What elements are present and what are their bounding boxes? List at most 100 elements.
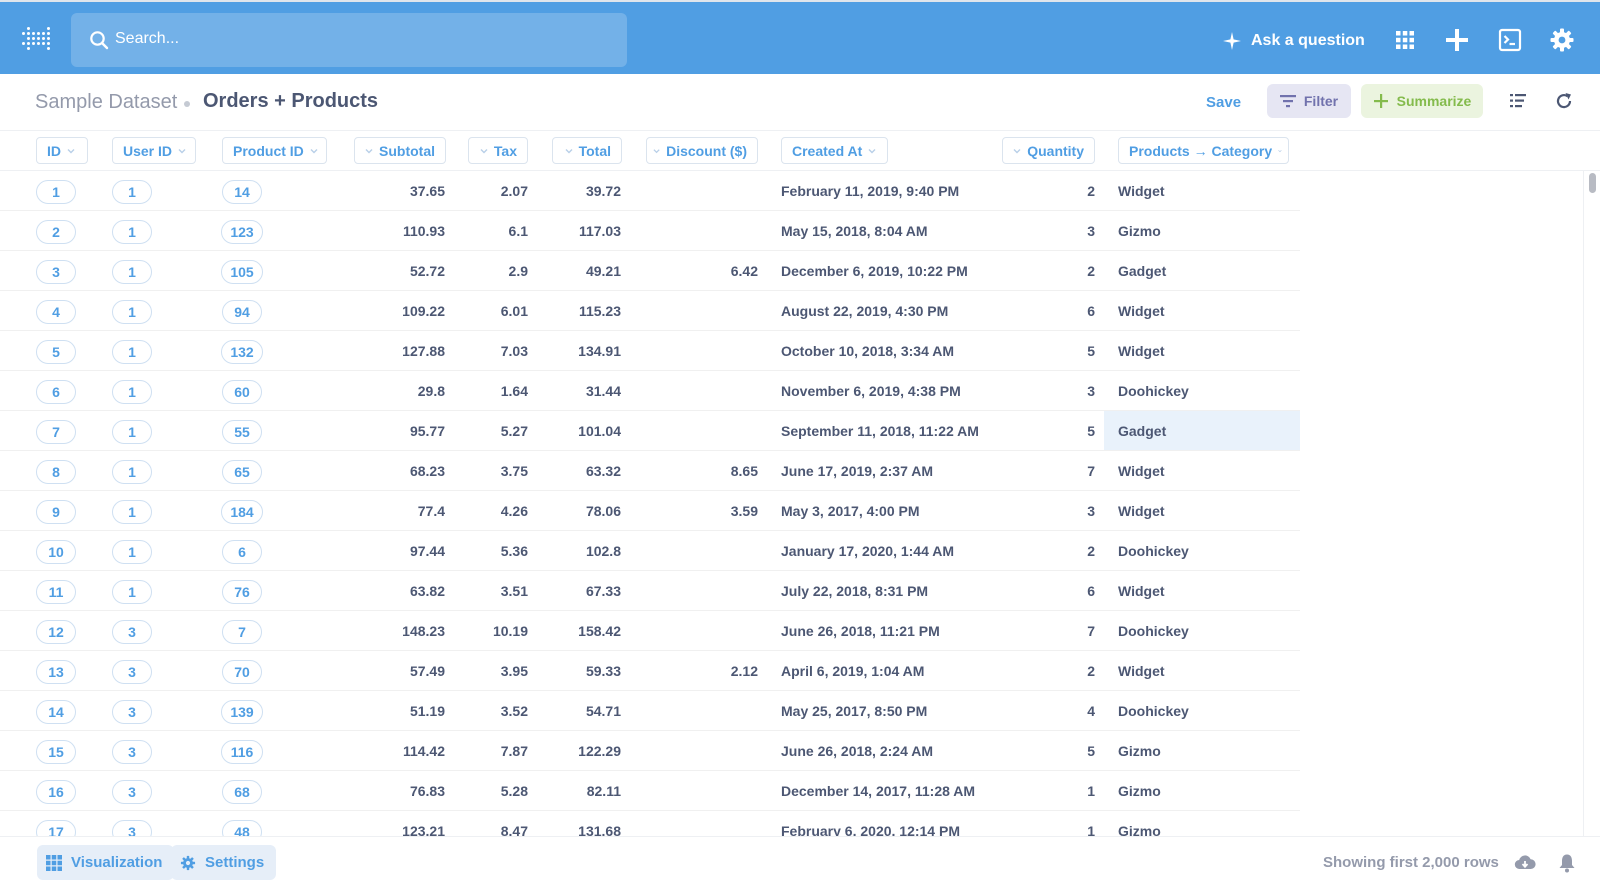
column-header-id[interactable]: ID [36, 137, 88, 164]
save-button[interactable]: Save [1206, 94, 1242, 111]
cell-product-id-link[interactable]: 68 [222, 780, 262, 804]
cell-product-id-link[interactable]: 184 [221, 500, 263, 524]
cell-product-id-link[interactable]: 65 [222, 460, 262, 484]
cell-user-id-link[interactable]: 1 [112, 260, 152, 284]
metabase-logo-icon[interactable] [22, 27, 50, 55]
cell-product-id-link[interactable]: 132 [221, 340, 263, 364]
column-header-user-id[interactable]: User ID [112, 137, 196, 164]
vertical-scrollbar[interactable] [1583, 171, 1600, 836]
search-input[interactable]: Search... [71, 13, 627, 67]
cell-product-id-link[interactable]: 6 [222, 540, 262, 564]
cell-id-link[interactable]: 10 [36, 540, 76, 564]
cell-tax: 5.28 [500, 782, 528, 799]
cell-product-id-link[interactable]: 60 [222, 380, 262, 404]
cell-user-id-link[interactable]: 1 [112, 180, 152, 204]
cell-quantity: 6 [1087, 582, 1095, 599]
cell-id-link[interactable]: 9 [36, 500, 76, 524]
cell-user-id-link[interactable]: 1 [112, 220, 152, 244]
cell-tax: 7.03 [500, 342, 528, 359]
cell-products-category: Widget [1118, 182, 1165, 199]
cell-id-link[interactable]: 16 [36, 780, 76, 804]
cell-id-link[interactable]: 2 [36, 220, 76, 244]
scrollbar-thumb[interactable] [1589, 173, 1596, 193]
cell-user-id-link[interactable]: 1 [112, 460, 152, 484]
cell-id-link[interactable]: 15 [36, 740, 76, 764]
cell-subtotal: 110.93 [402, 222, 445, 239]
column-header-total[interactable]: Total [552, 137, 622, 164]
cell-product-id-link[interactable]: 14 [222, 180, 262, 204]
cell-id-link[interactable]: 13 [36, 660, 76, 684]
logo-dot [42, 37, 45, 40]
cell-user-id-link[interactable]: 1 [112, 340, 152, 364]
cell-user-id-link[interactable]: 3 [112, 820, 152, 836]
column-header-products-category[interactable]: Products → Category [1118, 137, 1289, 164]
cell-user-id-link[interactable]: 3 [112, 620, 152, 644]
list-view-icon[interactable] [1508, 91, 1528, 111]
cell-user-id-link[interactable]: 1 [112, 540, 152, 564]
cell-id-link[interactable]: 12 [36, 620, 76, 644]
cell-tax: 2.07 [500, 182, 528, 199]
visualization-button[interactable]: Visualization [37, 845, 175, 880]
cell-subtotal: 37.65 [409, 182, 445, 199]
cell-user-id-link[interactable]: 1 [112, 420, 152, 444]
cell-id-link[interactable]: 8 [36, 460, 76, 484]
cell-product-id-link[interactable]: 70 [222, 660, 262, 684]
ask-a-question-button[interactable]: Ask a question [1222, 29, 1365, 53]
table-row: 16 3 68 76.83 5.28 82.11 December 14, 2017, 11… [0, 771, 1300, 811]
refresh-icon[interactable] [1554, 91, 1574, 111]
cell-product-id-link[interactable]: 123 [221, 220, 263, 244]
settings-button[interactable]: Settings [171, 845, 277, 880]
cell-user-id-link[interactable]: 1 [112, 580, 152, 604]
cell-product-id-link[interactable]: 139 [221, 700, 263, 724]
bell-icon[interactable] [1556, 852, 1578, 874]
column-header-created-at[interactable]: Created At [781, 137, 888, 164]
cell-user-id-link[interactable]: 1 [112, 380, 152, 404]
cell-created-at: June 26, 2018, 2:24 AM [781, 742, 934, 759]
cell-subtotal: 76.83 [409, 782, 445, 799]
column-header-discount[interactable]: Discount ($) [646, 137, 758, 164]
cell-quantity: 2 [1087, 542, 1095, 559]
cell-user-id-link[interactable]: 3 [112, 700, 152, 724]
column-header-quantity[interactable]: Quantity [1002, 137, 1095, 164]
plus-icon[interactable] [1444, 27, 1470, 53]
cell-id-link[interactable]: 11 [36, 580, 76, 604]
cell-created-at: May 3, 2017, 4:00 PM [781, 502, 920, 519]
cell-id-link[interactable]: 17 [36, 820, 76, 836]
download-cloud-icon[interactable] [1514, 852, 1536, 874]
cell-product-id-link[interactable]: 76 [222, 580, 262, 604]
column-header-product-id[interactable]: Product ID [222, 137, 327, 164]
cell-user-id-link[interactable]: 3 [112, 740, 152, 764]
column-header-tax[interactable]: Tax [468, 137, 528, 164]
apps-grid-icon[interactable] [1392, 27, 1418, 53]
filter-button[interactable]: Filter [1267, 84, 1351, 118]
cell-id-link[interactable]: 14 [36, 700, 76, 724]
summarize-button[interactable]: Summarize [1361, 84, 1483, 118]
cell-product-id-link[interactable]: 48 [222, 820, 262, 836]
table-row: 9 1 184 77.4 4.26 78.06 3.59 May 3, 2017, 4:00 … [0, 491, 1300, 531]
cell-id-link[interactable]: 7 [36, 420, 76, 444]
cell-discount: 6.42 [730, 262, 758, 279]
cell-id-link[interactable]: 4 [36, 300, 76, 324]
cell-id-link[interactable]: 5 [36, 340, 76, 364]
cell-user-id-link[interactable]: 3 [112, 660, 152, 684]
sql-editor-icon[interactable] [1497, 27, 1523, 53]
query-footer: Visualization Settings Showing first 2,0… [0, 836, 1600, 889]
breadcrumb-database[interactable]: Sample Dataset [35, 91, 178, 113]
cell-product-id-link[interactable]: 55 [222, 420, 262, 444]
cell-id-link[interactable]: 6 [36, 380, 76, 404]
summarize-label: Summarize [1396, 93, 1472, 109]
cell-id-link[interactable]: 1 [36, 180, 76, 204]
cell-product-id-link[interactable]: 94 [222, 300, 262, 324]
cell-product-id-link[interactable]: 7 [222, 620, 262, 644]
cell-user-id-link[interactable]: 3 [112, 780, 152, 804]
cell-user-id-link[interactable]: 1 [112, 300, 152, 324]
cell-tax: 3.51 [500, 582, 528, 599]
cell-id-link[interactable]: 3 [36, 260, 76, 284]
cell-product-id-link[interactable]: 105 [221, 260, 263, 284]
column-header-subtotal[interactable]: Subtotal [354, 137, 446, 164]
cell-created-at: February 6, 2020, 12:14 PM [781, 822, 960, 837]
cell-product-id-link[interactable]: 116 [221, 740, 263, 764]
cell-quantity: 1 [1087, 822, 1095, 837]
gear-icon[interactable] [1549, 27, 1575, 53]
cell-user-id-link[interactable]: 1 [112, 500, 152, 524]
